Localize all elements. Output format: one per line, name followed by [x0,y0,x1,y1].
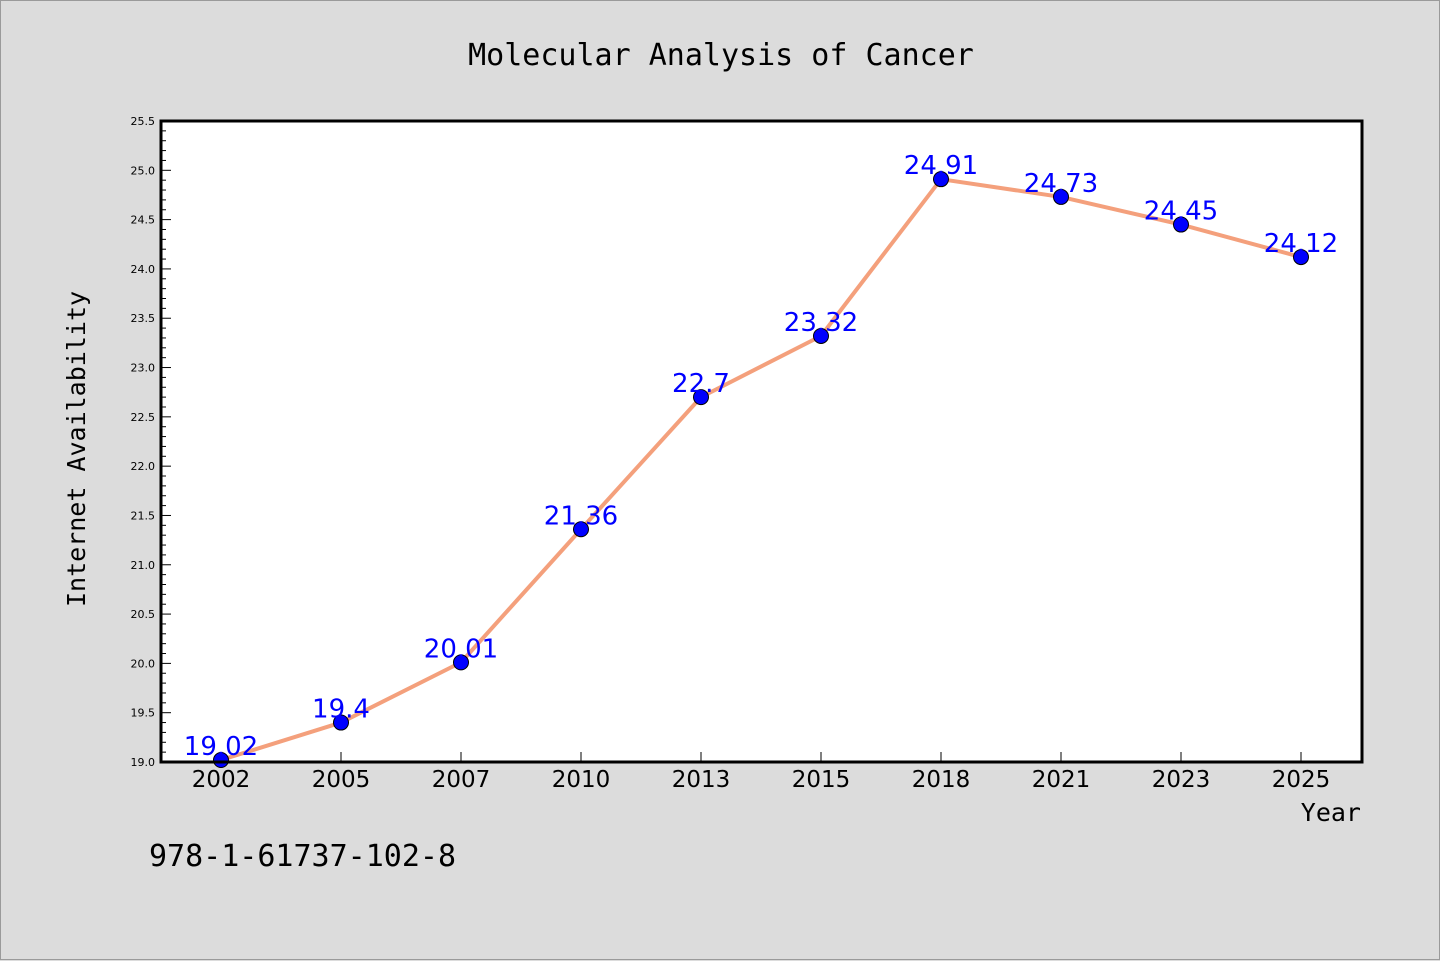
x-tick-label: 2018 [912,767,971,793]
data-label: 19.02 [184,732,258,762]
series-polyline [219,177,1303,763]
x-tick-label: 2023 [1152,767,1211,793]
x-tick-label: 2015 [792,767,851,793]
y-tick-label: 19.5 [131,707,156,720]
data-label: 24.73 [1024,169,1098,199]
data-point [453,654,469,671]
y-tick-label: 23.5 [131,312,156,325]
data-point [1173,216,1189,233]
x-tick-label: 2007 [432,767,491,793]
data-label: 22.7 [672,369,730,399]
data-point [933,171,949,188]
x-tick-label: 2013 [672,767,731,793]
y-tick-label: 22.0 [131,460,156,473]
chart-title: Molecular Analysis of Cancer [468,38,974,73]
series-line [219,177,1303,763]
x-tick-label: 2005 [312,767,371,793]
x-tick-label: 2010 [552,767,611,793]
y-tick-label: 20.0 [131,657,156,670]
y-tick-label: 20.5 [131,608,156,621]
y-tick-label: 19.0 [131,756,156,769]
data-point [813,327,829,344]
y-tick-label: 25.0 [131,164,156,177]
x-axis-label: Year [1301,798,1361,827]
plot-area [161,121,1362,762]
series-markers [213,171,1309,769]
data-label: 24.45 [1144,197,1218,227]
data-label: 20.01 [424,634,498,664]
data-point [213,752,229,769]
y-tick-label: 23.0 [131,362,156,375]
isbn-annotation: 978-1-61737-102-8 [149,839,456,874]
y-tick-label: 21.0 [131,559,156,572]
data-label: 23.32 [784,308,858,338]
y-tick-label: 24.0 [131,263,156,276]
y-tick-label: 21.5 [131,509,156,522]
data-point [693,389,709,406]
data-point [333,714,349,731]
x-tick-label: 2025 [1272,767,1331,793]
y-tick-label: 25.5 [131,115,156,128]
data-point [1293,249,1309,266]
data-point [573,521,589,538]
data-label: 21.36 [544,501,618,531]
y-axis-label: Internet Availability [62,291,91,607]
y-tick-label: 24.5 [131,214,156,227]
plot-border [159,119,1364,764]
x-axis-ticks: 2002 2005 2007 2010 2013 2015 2018 2021 2023 2025 [192,752,1331,793]
x-tick-label: 2021 [1032,767,1091,793]
data-label: 19.4 [312,695,370,725]
y-tick-label: 22.5 [131,411,156,424]
y-axis-ticks: 19.0 19.5 20.0 20.5 21.0 21.5 22.0 22.5 23.0 23.5… [131,115,171,769]
x-tick-label: 2002 [192,767,251,793]
data-label: 24.91 [904,151,978,181]
data-point [1053,188,1069,205]
data-label: 24.12 [1264,229,1338,259]
data-labels: 19.02 19.4 20.01 21.36 22.7 23.32 24.91 24.73 24… [184,151,1338,762]
